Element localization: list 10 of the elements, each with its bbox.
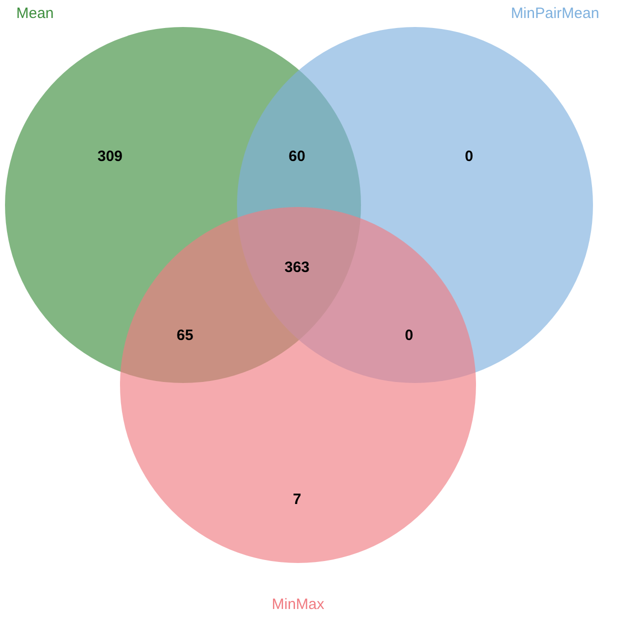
text: MinMax — [272, 596, 325, 614]
data-label: 65 — [176, 327, 194, 344]
data-label: 60 — [288, 148, 306, 166]
text: MinPairMean — [510, 5, 600, 22]
data-label: 0 — [404, 327, 414, 344]
data-label: 363 — [284, 259, 310, 276]
data-label: 0 — [464, 148, 474, 166]
data-label: 7 — [292, 491, 302, 508]
text: Mean — [16, 5, 54, 22]
data-label: 309 — [97, 148, 123, 166]
